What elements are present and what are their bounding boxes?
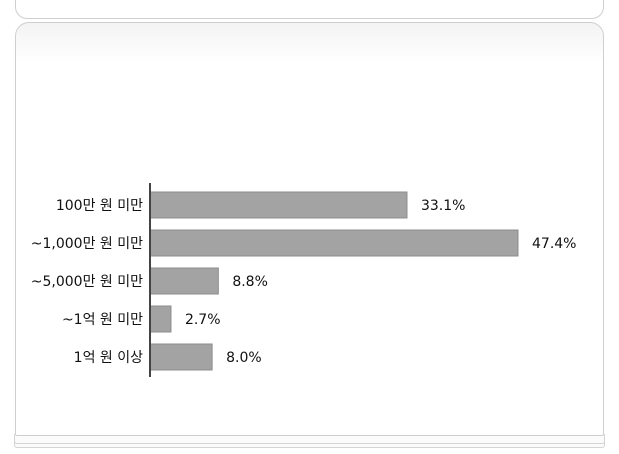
value-label: 2.7% [185, 312, 221, 328]
bar [149, 191, 408, 219]
chart-card [15, 22, 604, 436]
bar [149, 305, 172, 333]
bar [149, 343, 213, 371]
category-label: ~1억 원 미만 [62, 312, 143, 328]
category-label: 100만 원 미만 [56, 198, 143, 214]
category-label: 1억 원 이상 [74, 350, 143, 366]
top-card [15, 0, 604, 19]
value-label: 33.1% [421, 198, 465, 214]
value-label: 8.0% [226, 350, 262, 366]
value-label: 47.4% [532, 236, 576, 252]
bar [149, 229, 519, 257]
bar [149, 267, 219, 295]
value-label: 8.8% [232, 274, 268, 290]
category-label: ~1,000만 원 미만 [31, 236, 143, 252]
category-label: ~5,000만 원 미만 [31, 274, 143, 290]
page-stack-edge [14, 434, 605, 444]
